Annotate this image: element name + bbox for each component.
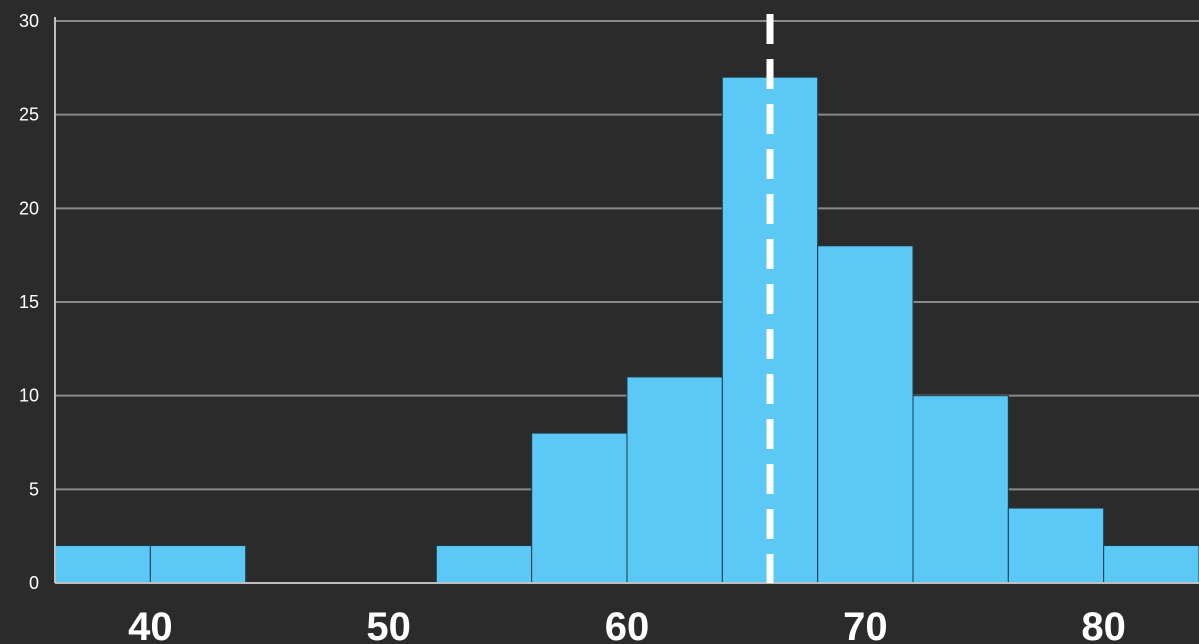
histogram-bar [1007, 507, 1105, 584]
y-tick-label: 10 [19, 386, 39, 406]
y-tick-label: 0 [29, 573, 39, 593]
axis-layer [54, 17, 1199, 584]
histogram-bar [626, 376, 723, 584]
x-tick-label: 60 [605, 605, 650, 644]
histogram-bar [912, 395, 1009, 584]
histogram-bar [54, 545, 151, 584]
histogram-bar [435, 545, 533, 584]
y-tick-label: 15 [19, 292, 39, 312]
y-tick-label: 25 [19, 105, 39, 125]
bars-layer [54, 76, 1199, 584]
y-tick-label: 30 [19, 11, 39, 31]
x-tick-label: 80 [1081, 605, 1126, 644]
x-tick-labels: 40 50 60 70 80 [128, 605, 1126, 644]
x-tick-label: 70 [843, 605, 888, 644]
y-tick-label: 5 [29, 479, 39, 499]
x-tick-label: 50 [366, 605, 411, 644]
y-tick-label: 20 [19, 198, 39, 218]
x-tick-label: 40 [128, 605, 173, 644]
histogram-bar [531, 432, 628, 584]
histogram-bar [817, 245, 914, 584]
y-tick-labels: 0 5 10 15 20 25 30 [19, 11, 39, 593]
histogram-bar [1103, 545, 1199, 584]
histogram-bar [149, 545, 247, 584]
